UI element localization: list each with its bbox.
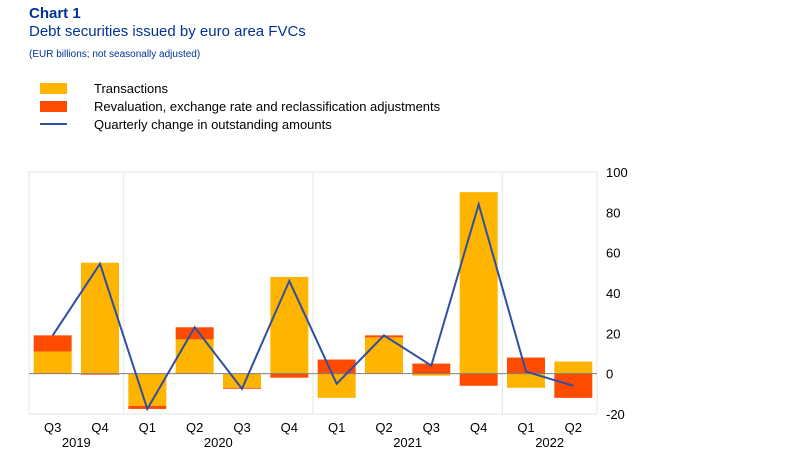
x-year-label: 2022: [535, 435, 564, 450]
x-tick-label: Q3: [44, 420, 61, 435]
x-tick-label: Q1: [139, 420, 156, 435]
x-tick-label: Q2: [186, 420, 203, 435]
y-tick-label: 80: [606, 205, 620, 220]
x-year-label: 2021: [393, 435, 422, 450]
x-tick-label: Q2: [565, 420, 582, 435]
bar: [554, 373, 593, 398]
bar: [459, 192, 498, 374]
chart-title: Chart 1: [29, 5, 81, 22]
x-tick-label: Q3: [423, 420, 440, 435]
y-tick-label: 40: [606, 286, 620, 301]
bar: [33, 351, 72, 374]
x-tick-label: Q1: [328, 420, 345, 435]
bar: [507, 357, 545, 374]
bar: [128, 373, 167, 406]
legend-item-quarterly-change: Quarterly change in outstanding amounts: [40, 115, 440, 133]
bar: [317, 373, 356, 398]
x-tick-label: Q4: [281, 420, 298, 435]
legend: Transactions Revaluation, exchange rate …: [40, 79, 440, 133]
bar: [81, 262, 119, 374]
bar: [412, 363, 451, 374]
chart-subtitle: Debt securities issued by euro area FVCs: [29, 23, 306, 40]
x-year-label: 2019: [62, 435, 91, 450]
legend-label: Quarterly change in outstanding amounts: [94, 116, 332, 132]
legend-label: Revaluation, exchange rate and reclassif…: [94, 98, 441, 114]
legend-item-transactions: Transactions: [40, 79, 440, 97]
x-year-label: 2020: [204, 435, 233, 450]
y-tick-label: 0: [606, 367, 613, 382]
y-tick-label: 20: [606, 326, 620, 341]
bar: [270, 373, 309, 378]
legend-item-revaluation: Revaluation, exchange rate and reclassif…: [40, 97, 440, 115]
bar: [33, 335, 72, 352]
bar: [507, 373, 545, 388]
bar: [81, 373, 119, 375]
x-tick-label: Q2: [375, 420, 392, 435]
bar: [412, 373, 451, 376]
chart-unit-note: (EUR billions; not seasonally adjusted): [29, 49, 201, 60]
y-tick-label: 100: [606, 165, 628, 180]
x-tick-label: Q1: [517, 420, 534, 435]
legend-swatch-transactions: [40, 82, 67, 94]
legend-swatch-revaluation: [40, 100, 67, 112]
bar: [223, 373, 261, 388]
x-tick-label: Q3: [233, 420, 250, 435]
legend-swatch-quarterly-change: [40, 123, 67, 125]
bar: [459, 373, 498, 386]
x-tick-label: Q4: [91, 420, 108, 435]
y-tick-label: 60: [606, 246, 620, 261]
x-tick-label: Q4: [470, 420, 487, 435]
legend-label: Transactions: [94, 80, 168, 96]
bar: [175, 327, 214, 340]
bar: [554, 361, 593, 374]
bar: [270, 276, 309, 374]
y-tick-label: -20: [606, 407, 625, 422]
line-series-quarterly-change: [51, 200, 574, 412]
